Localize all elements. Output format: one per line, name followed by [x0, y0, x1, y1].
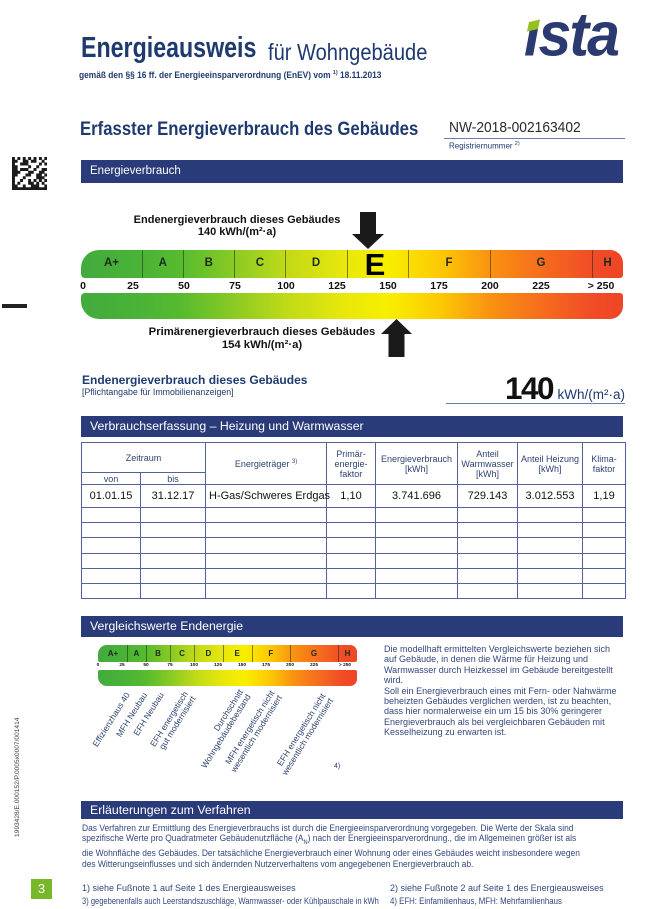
svg-text:ısta: ısta [524, 8, 618, 58]
